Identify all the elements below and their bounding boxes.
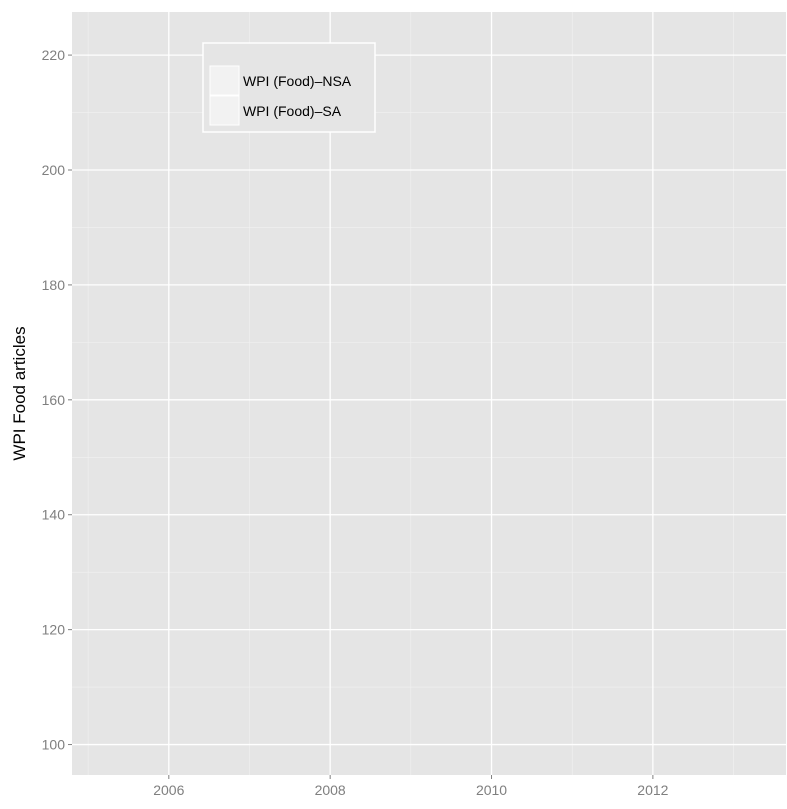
- x-tick-label: 2008: [315, 782, 346, 798]
- x-tick-label: 2010: [476, 782, 507, 798]
- y-tick-label: 220: [42, 47, 66, 63]
- major-gridlines: [72, 12, 786, 775]
- y-axis: 100 120 140 160 180 200 220: [42, 47, 72, 753]
- minor-gridlines: [72, 12, 786, 775]
- y-tick-label: 160: [42, 392, 66, 408]
- y-tick-label: 100: [42, 737, 66, 753]
- x-axis: 2006 2008 2010 2012: [153, 775, 669, 798]
- x-tick-label: 2012: [637, 782, 668, 798]
- legend: WPI (Food)–NSA WPI (Food)–SA: [202, 42, 376, 133]
- legend-key: [209, 95, 240, 126]
- x-tick-label: 2006: [153, 782, 184, 798]
- legend-label: WPI (Food)–NSA: [243, 73, 352, 89]
- y-tick-label: 180: [42, 277, 66, 293]
- y-tick-label: 120: [42, 622, 66, 638]
- plot-panel: [72, 12, 786, 775]
- legend-label: WPI (Food)–SA: [243, 103, 342, 119]
- y-tick-label: 140: [42, 507, 66, 523]
- y-tick-label: 200: [42, 162, 66, 178]
- legend-key: [209, 65, 240, 96]
- y-axis-title: WPI Food articles: [10, 326, 29, 460]
